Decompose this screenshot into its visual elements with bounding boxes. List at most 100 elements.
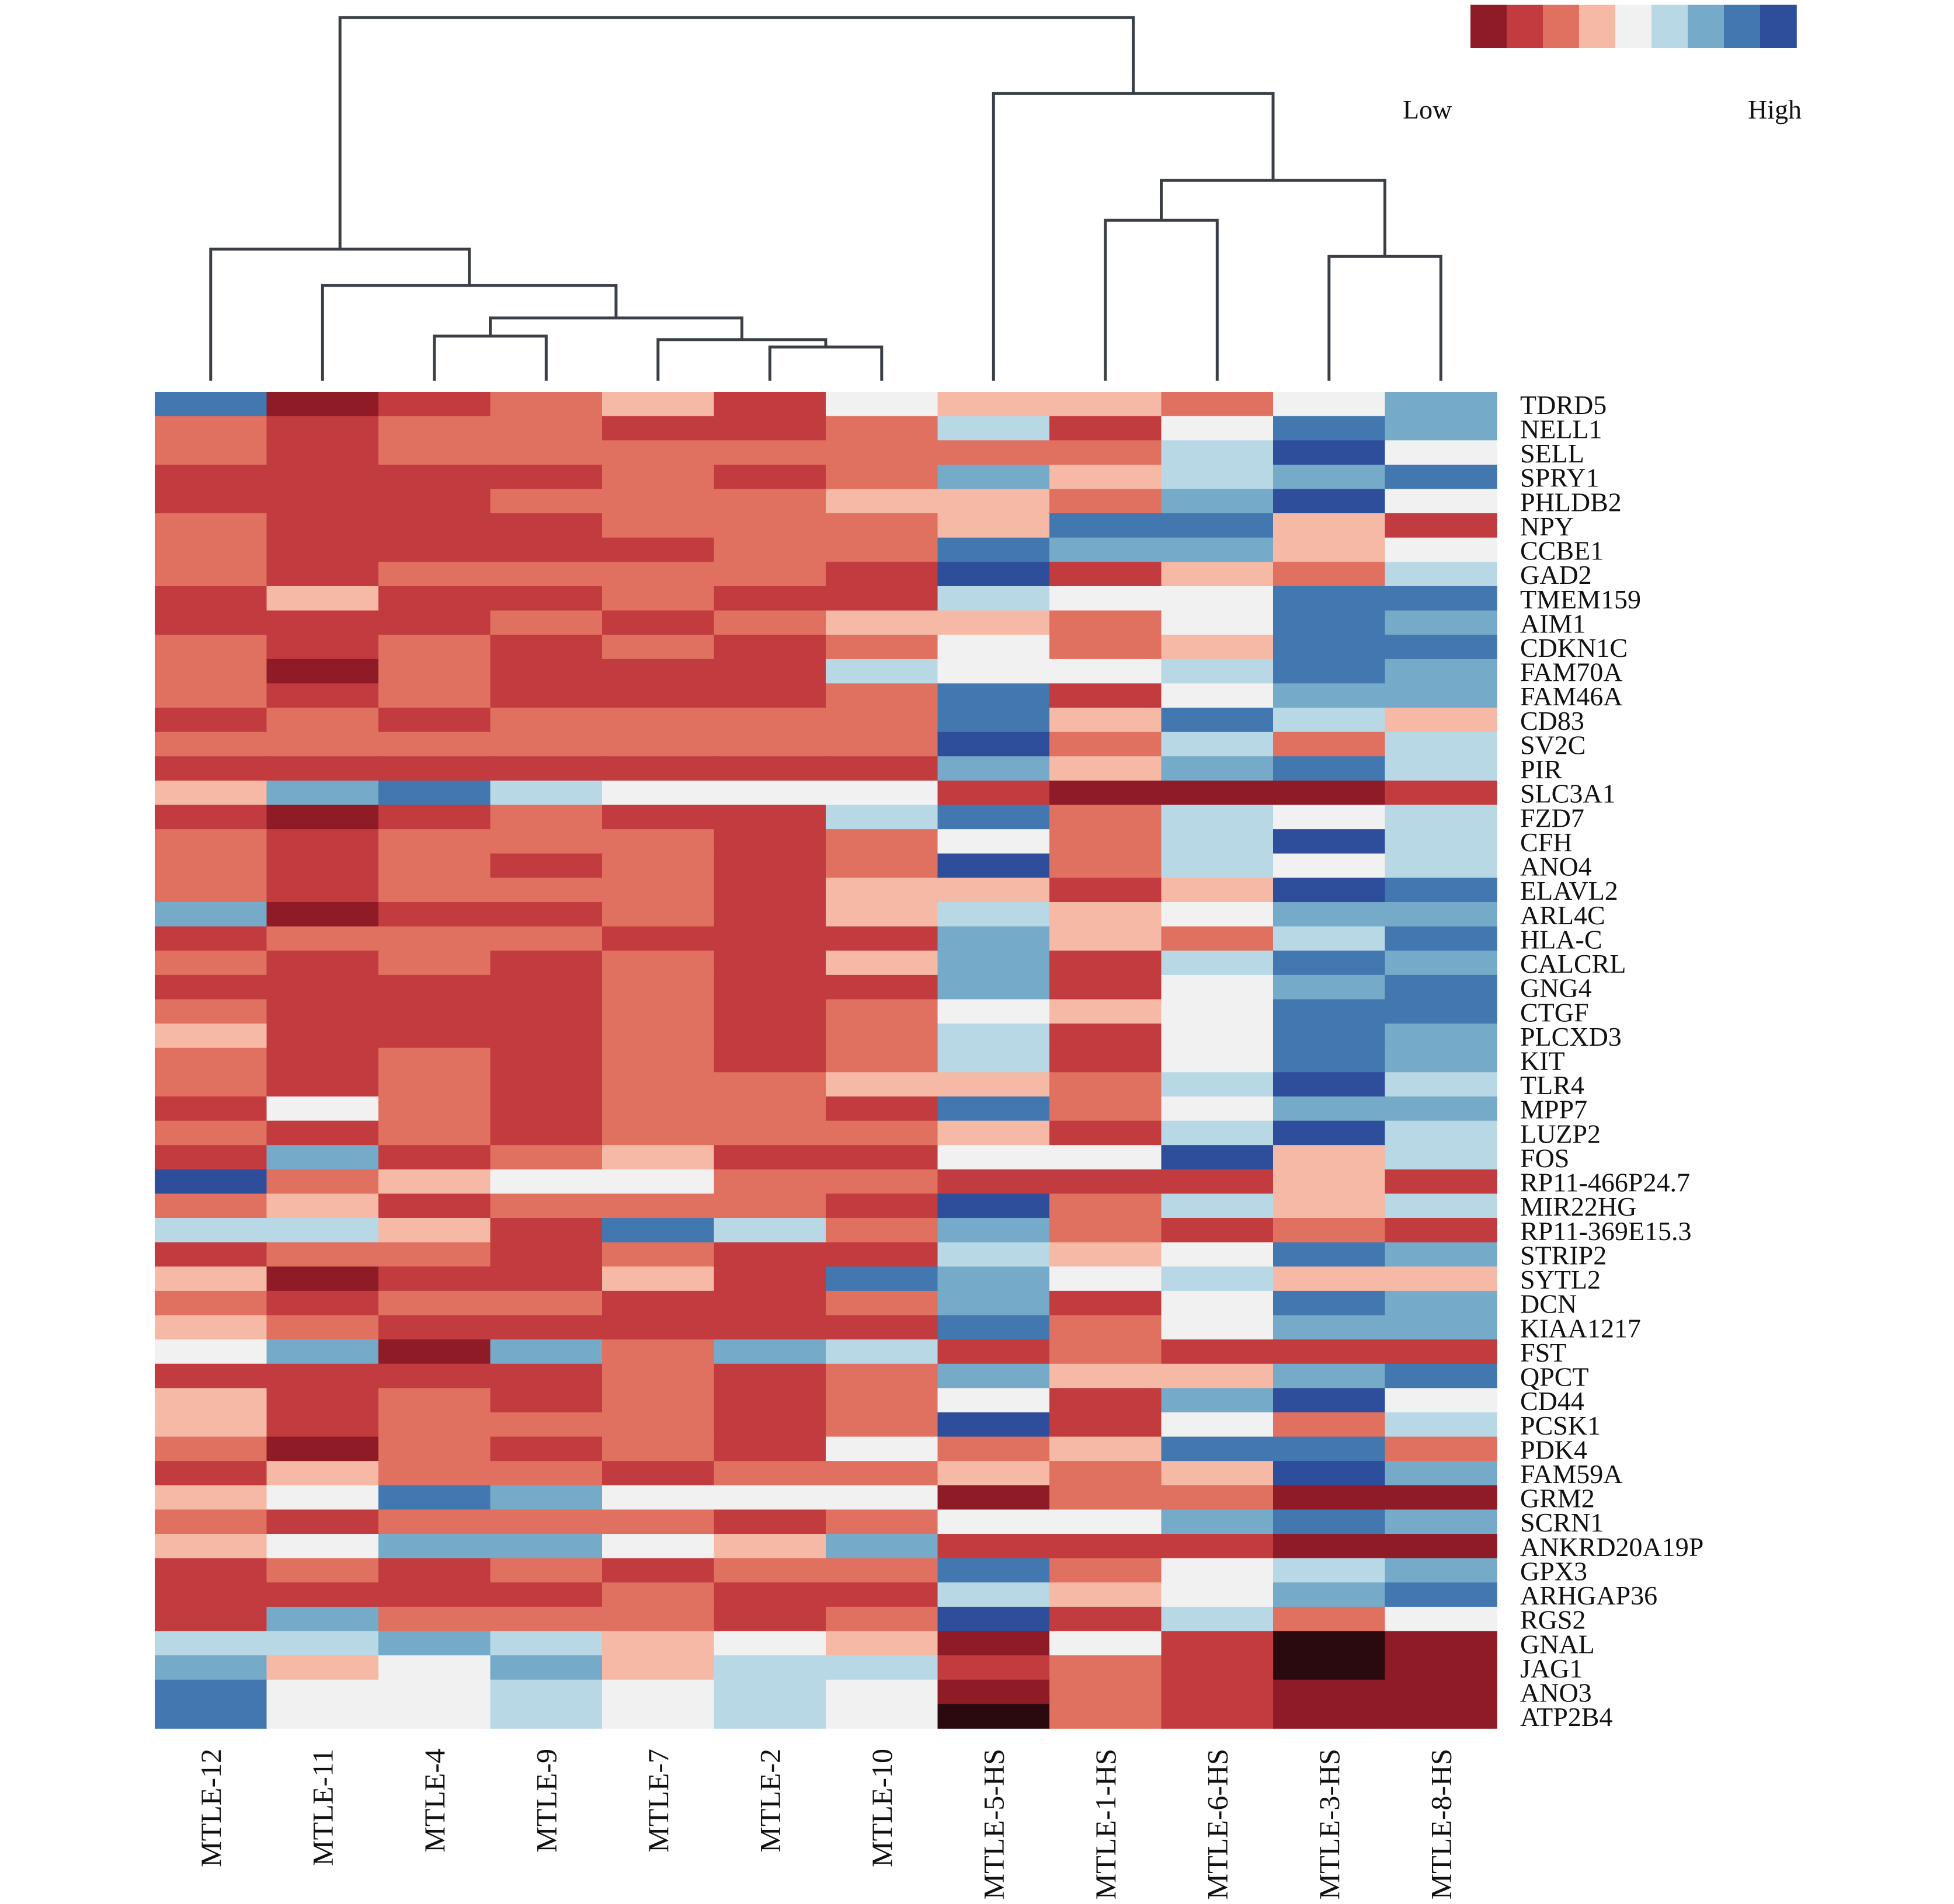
col-label-mtle-7: MTLE-7 — [642, 1749, 674, 1853]
cell-ano4-mtle-6-hs — [1162, 854, 1274, 878]
cell-gnal-mtle-2 — [714, 1631, 826, 1656]
cell-scrn1-mtle-7 — [602, 1509, 714, 1534]
cell-atp2b4-mtle-12 — [155, 1704, 267, 1728]
cell-atp2b4-mtle-9 — [491, 1704, 603, 1728]
cell-ano4-mtle-3-hs — [1273, 854, 1385, 878]
cell-tdrd5-mtle-1-hs — [1049, 392, 1162, 416]
cell-phldb2-mtle-10 — [826, 489, 938, 513]
cell-nell1-mtle-3-hs — [1273, 416, 1385, 441]
cell-ctgf-mtle-5-hs — [938, 999, 1050, 1024]
cell-ccbe1-mtle-7 — [602, 538, 714, 562]
cell-tdrd5-mtle-5-hs — [938, 392, 1050, 416]
cell-fzd7-mtle-6-hs — [1162, 805, 1274, 830]
cell-sv2c-mtle-3-hs — [1273, 732, 1385, 757]
cell-aim1-mtle-3-hs — [1273, 611, 1385, 635]
cell-atp2b4-mtle-1-hs — [1049, 1704, 1162, 1728]
cell-pcsk1-mtle-8-hs — [1385, 1412, 1497, 1437]
cell-fos-mtle-12 — [155, 1145, 267, 1169]
cell-sv2c-mtle-9 — [491, 732, 603, 757]
cell-pdk4-mtle-4 — [378, 1437, 491, 1461]
cell-calcrl-mtle-5-hs — [938, 951, 1050, 975]
cell-phldb2-mtle-2 — [714, 489, 826, 513]
cell-cdkn1c-mtle-11 — [267, 635, 379, 659]
cell-ccbe1-mtle-8-hs — [1385, 538, 1497, 562]
cell-ctgf-mtle-12 — [155, 999, 267, 1024]
cell-npy-mtle-6-hs — [1162, 513, 1274, 538]
cell-gng4-mtle-8-hs — [1385, 975, 1497, 1000]
cell-elavl2-mtle-12 — [155, 878, 267, 902]
cell-sytl2-mtle-9 — [491, 1266, 603, 1291]
cell-fos-mtle-4 — [378, 1145, 491, 1169]
cell-gpx3-mtle-11 — [267, 1558, 379, 1583]
cell-tlr4-mtle-6-hs — [1162, 1072, 1274, 1097]
cell-sell-mtle-11 — [267, 440, 379, 465]
cell-slc3a1-mtle-8-hs — [1385, 781, 1497, 805]
cell-phldb2-mtle-5-hs — [938, 489, 1050, 513]
cell-rp11-466p24-7-mtle-12 — [155, 1169, 267, 1194]
cell-kit-mtle-4 — [378, 1048, 491, 1073]
cell-ano3-mtle-7 — [602, 1680, 714, 1704]
cell-rp11-369e15-3-mtle-12 — [155, 1218, 267, 1242]
cell-ctgf-mtle-3-hs — [1273, 999, 1385, 1024]
cell-tlr4-mtle-10 — [826, 1072, 938, 1097]
cell-kiaa1217-mtle-7 — [602, 1315, 714, 1339]
cell-pir-mtle-6-hs — [1162, 756, 1274, 781]
cell-mir22hg-mtle-11 — [267, 1193, 379, 1218]
cell-nell1-mtle-7 — [602, 416, 714, 441]
cell-sytl2-mtle-5-hs — [938, 1266, 1050, 1291]
cell-strip2-mtle-5-hs — [938, 1242, 1050, 1267]
cell-tlr4-mtle-4 — [378, 1072, 491, 1097]
cell-pdk4-mtle-11 — [267, 1437, 379, 1461]
cell-phldb2-mtle-7 — [602, 489, 714, 513]
cell-plcxd3-mtle-10 — [826, 1024, 938, 1048]
cell-cd83-mtle-6-hs — [1162, 708, 1274, 732]
cell-elavl2-mtle-2 — [714, 878, 826, 902]
cell-cd44-mtle-7 — [602, 1388, 714, 1412]
cell-gad2-mtle-7 — [602, 562, 714, 586]
cell-tdrd5-mtle-12 — [155, 392, 267, 416]
cell-fst-mtle-6-hs — [1162, 1339, 1274, 1364]
cell-pcsk1-mtle-2 — [714, 1412, 826, 1437]
cell-tmem159-mtle-11 — [267, 586, 379, 611]
cell-jag1-mtle-7 — [602, 1655, 714, 1680]
cell-phldb2-mtle-9 — [491, 489, 603, 513]
cell-nell1-mtle-10 — [826, 416, 938, 441]
cell-kiaa1217-mtle-4 — [378, 1315, 491, 1339]
cell-cdkn1c-mtle-5-hs — [938, 635, 1050, 659]
cell-aim1-mtle-2 — [714, 611, 826, 635]
cell-calcrl-mtle-9 — [491, 951, 603, 975]
cell-kit-mtle-6-hs — [1162, 1048, 1274, 1073]
cell-spry1-mtle-5-hs — [938, 465, 1050, 489]
cell-kit-mtle-3-hs — [1273, 1048, 1385, 1073]
dendrogram-branch-9 — [1162, 180, 1385, 256]
cell-slc3a1-mtle-6-hs — [1162, 781, 1274, 805]
cell-cdkn1c-mtle-4 — [378, 635, 491, 659]
cell-plcxd3-mtle-12 — [155, 1024, 267, 1048]
cell-arhgap36-mtle-3-hs — [1273, 1582, 1385, 1607]
cell-slc3a1-mtle-10 — [826, 781, 938, 805]
cell-mpp7-mtle-12 — [155, 1097, 267, 1121]
cell-arhgap36-mtle-6-hs — [1162, 1582, 1274, 1607]
cell-cd83-mtle-7 — [602, 708, 714, 732]
cell-cfh-mtle-10 — [826, 829, 938, 854]
cell-pcsk1-mtle-11 — [267, 1412, 379, 1437]
cell-pdk4-mtle-9 — [491, 1437, 603, 1461]
cell-tdrd5-mtle-3-hs — [1273, 392, 1385, 416]
cell-cd44-mtle-10 — [826, 1388, 938, 1412]
cell-sv2c-mtle-11 — [267, 732, 379, 757]
col-label-mtle-3-hs: MTLE-3-HS — [1313, 1749, 1345, 1899]
cell-cd44-mtle-1-hs — [1049, 1388, 1162, 1412]
cell-kiaa1217-mtle-8-hs — [1385, 1315, 1497, 1339]
cell-dcn-mtle-3-hs — [1273, 1291, 1385, 1315]
cell-pir-mtle-4 — [378, 756, 491, 781]
cell-rp11-369e15-3-mtle-6-hs — [1162, 1218, 1274, 1242]
cell-mir22hg-mtle-7 — [602, 1193, 714, 1218]
cell-sytl2-mtle-12 — [155, 1266, 267, 1291]
cell-ano4-mtle-7 — [602, 854, 714, 878]
cell-cdkn1c-mtle-12 — [155, 635, 267, 659]
cell-mir22hg-mtle-1-hs — [1049, 1193, 1162, 1218]
cell-rgs2-mtle-2 — [714, 1607, 826, 1631]
cell-luzp2-mtle-3-hs — [1273, 1121, 1385, 1146]
cell-ano4-mtle-5-hs — [938, 854, 1050, 878]
cell-ctgf-mtle-6-hs — [1162, 999, 1274, 1024]
